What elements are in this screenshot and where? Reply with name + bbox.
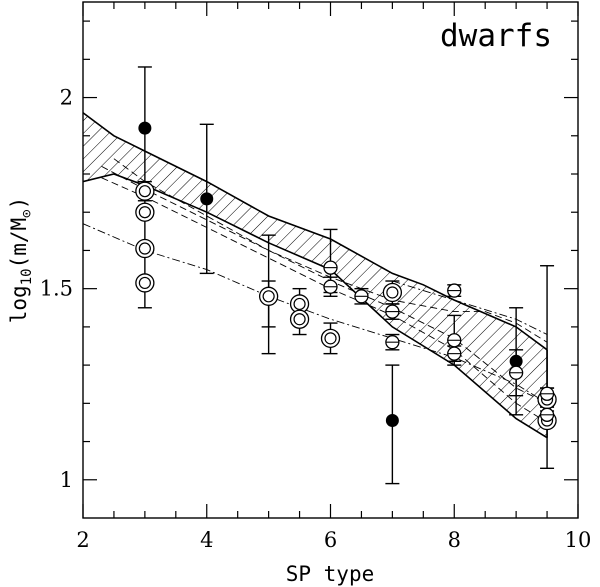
data-point-filled [138, 121, 152, 135]
data-point-open-inner [324, 332, 337, 345]
x-tick-label: 4 [200, 528, 213, 552]
y-axis-label-close: ) [7, 197, 31, 210]
data-point-open-inner [293, 313, 306, 326]
data-point-open [135, 238, 155, 259]
x-tick-label: 6 [324, 528, 337, 552]
data-point-open [382, 282, 403, 303]
data-point-open-inner [138, 206, 151, 219]
data-point-open-inner [262, 290, 275, 303]
y-tick-label: 1 [60, 468, 73, 492]
y-tick-label: 1.5 [40, 277, 73, 301]
x-tick-label: 10 [565, 528, 592, 552]
model-curve-5 [392, 280, 548, 335]
data-point-filled [509, 354, 523, 368]
y-axis-label-mid: (m/M [7, 218, 31, 269]
data-point-filled [385, 414, 399, 428]
data-point-open [135, 202, 155, 222]
data-point-open [135, 181, 155, 201]
data-point-open-inner [138, 185, 151, 198]
x-tick-label: 8 [448, 528, 461, 552]
y-tick-label: 2 [60, 86, 73, 110]
data-point-open-inner [138, 276, 151, 290]
x-tick-label: 2 [76, 528, 89, 552]
data-point-open [135, 273, 155, 293]
band-fill [83, 112, 548, 438]
y-axis-label-sub: 10 [19, 268, 35, 285]
data-point-open [289, 309, 310, 329]
data-point-open-inner [293, 297, 306, 311]
data-points [135, 121, 557, 431]
axis-ticks: 2 4 6 8 10 1 1.5 2 [40, 2, 592, 552]
data-point-open-inner [138, 242, 151, 255]
y-axis-label-sun: ⊙ [19, 209, 35, 218]
data-point-open [258, 286, 279, 306]
mass-band [83, 112, 548, 439]
y-axis-label-log: log [7, 285, 31, 323]
chart-annotation: dwarfs [440, 18, 552, 54]
data-point-open [320, 328, 341, 349]
plot-area [83, 66, 557, 485]
band-lower-edge [83, 173, 548, 439]
y-axis-label: log10(m/M⊙) [7, 197, 35, 323]
data-point-filled [200, 192, 214, 206]
data-point-open-inner [386, 286, 399, 299]
x-axis-label: SP type [286, 562, 375, 586]
